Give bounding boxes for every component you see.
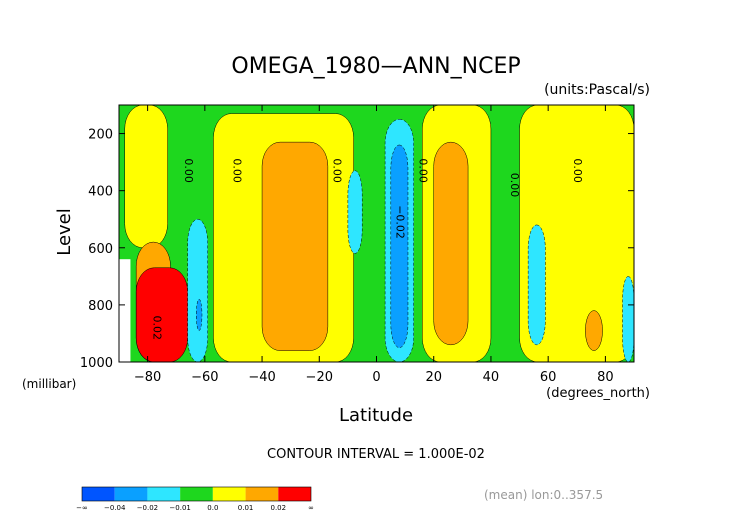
contour-label: 0.00 bbox=[571, 158, 584, 183]
contour-label: 0.00 bbox=[182, 158, 195, 183]
x-tick-label: 20 bbox=[425, 370, 442, 385]
colorbar-label: 0.0 bbox=[207, 504, 218, 512]
x-tick-label: 60 bbox=[540, 370, 557, 385]
x-tick-label: 40 bbox=[483, 370, 500, 385]
chart-marks-layer: −80 −60 −40 −20 0 20 40 60 80 200 400 600 800 1000 0.0… bbox=[80, 105, 634, 385]
plot-frame bbox=[118, 104, 635, 363]
x-tick-label: −60 bbox=[191, 370, 218, 385]
colorbar: −∞ −0.04 −0.02 −0.01 0.0 0.01 0.02 ∞ bbox=[76, 486, 314, 512]
colorbar-label: −∞ bbox=[76, 504, 88, 512]
colorbar-label: −0.02 bbox=[137, 504, 158, 512]
colorbar-swatch bbox=[147, 487, 181, 501]
x-tick-label: −80 bbox=[134, 370, 161, 385]
colorbar-swatch bbox=[212, 487, 246, 501]
y-tick-label: 600 bbox=[88, 242, 113, 257]
y-tick-label: 200 bbox=[88, 128, 113, 143]
x-axis-title: Latitude bbox=[339, 405, 413, 426]
contour-label: 0.00 bbox=[331, 158, 344, 183]
contour-region-7 bbox=[585, 310, 603, 351]
colorbar-label: 0.02 bbox=[270, 504, 286, 512]
y-tick-label: 400 bbox=[88, 185, 113, 200]
y-axis-units: (millibar) bbox=[22, 377, 76, 391]
y-tick-label: 800 bbox=[88, 299, 113, 314]
colorbar-frame bbox=[81, 486, 312, 502]
chart-title: OMEGA_1980—ANN_NCEP bbox=[231, 54, 520, 79]
contour-fill-layer bbox=[119, 104, 635, 363]
x-tick-label: −20 bbox=[306, 370, 333, 385]
x-tick-label: 0 bbox=[372, 370, 380, 385]
contour-label: 0.02 bbox=[150, 315, 163, 340]
contour-region-15 bbox=[196, 298, 203, 331]
contour-region-13 bbox=[622, 276, 635, 363]
colorbar-swatch bbox=[245, 487, 279, 501]
colorbar-label: 0.01 bbox=[238, 504, 254, 512]
contour-region-4 bbox=[261, 141, 329, 351]
colorbar-swatch bbox=[180, 487, 213, 501]
colorbar-swatch bbox=[278, 487, 311, 501]
contour-region-5 bbox=[433, 141, 469, 346]
x-tick-label: 80 bbox=[597, 370, 614, 385]
colorbar-swatch bbox=[114, 487, 148, 501]
x-tick-label: −40 bbox=[248, 370, 275, 385]
colorbar-label: −0.01 bbox=[169, 504, 190, 512]
contour-label: 0.00 bbox=[508, 173, 521, 198]
contour-region-11 bbox=[187, 218, 208, 363]
contour-region-0 bbox=[124, 104, 168, 249]
contour-label: 0.00 bbox=[416, 158, 429, 183]
footer-mean-note: (mean) lon:0..357.5 bbox=[484, 488, 603, 502]
missing-data-patch bbox=[119, 259, 131, 362]
contour-label: 0.00 bbox=[230, 158, 243, 183]
colorbar-label: −0.04 bbox=[104, 504, 126, 512]
contour-region-10 bbox=[347, 170, 363, 254]
contour-region-14 bbox=[390, 144, 409, 348]
contour-label: −0.02 bbox=[394, 205, 407, 239]
x-axis-units: (degrees_north) bbox=[546, 386, 650, 401]
contour-interval-text: CONTOUR INTERVAL = 1.000E-02 bbox=[267, 447, 485, 462]
colorbar-swatch bbox=[82, 487, 115, 501]
y-axis-title: Level bbox=[54, 208, 75, 256]
contour-region-12 bbox=[527, 224, 546, 346]
y-tick-label: 1000 bbox=[80, 356, 113, 371]
colorbar-label: ∞ bbox=[308, 504, 314, 512]
units-label: (units:Pascal/s) bbox=[544, 82, 650, 98]
